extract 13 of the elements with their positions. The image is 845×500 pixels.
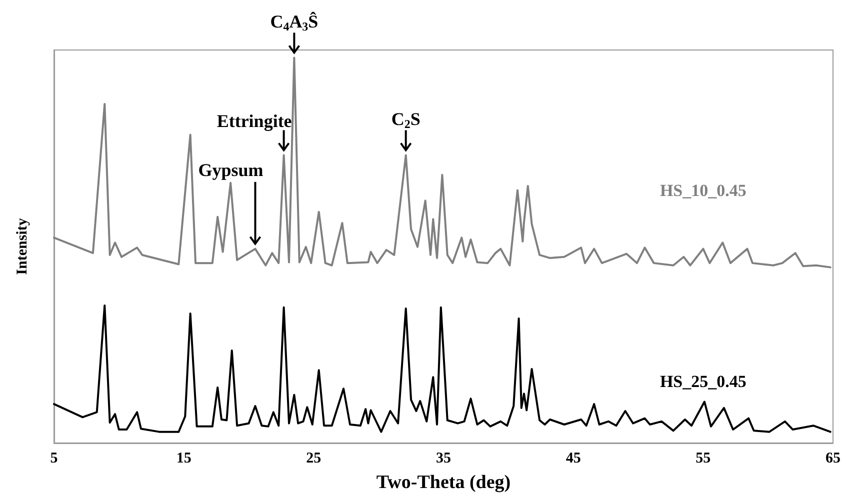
text: HS_10_0.45: [660, 181, 746, 200]
x-tick-label: 55: [696, 450, 711, 466]
x-tick-label: 15: [176, 450, 192, 466]
x-tick-label: 45: [566, 450, 581, 466]
x-tick-label: 25: [306, 450, 322, 466]
series-label: HS_25_0.45: [660, 372, 746, 391]
annotation: Gypsum: [198, 160, 264, 180]
x-tick-label: 35: [436, 450, 451, 466]
x-tick-label: 5: [50, 450, 58, 466]
y-axis-title: Intensity: [14, 218, 30, 275]
x-tick-label: 65: [826, 450, 840, 466]
annotation: Ettringite: [216, 111, 292, 132]
x-axis-title: Two-Theta (deg): [376, 472, 511, 493]
